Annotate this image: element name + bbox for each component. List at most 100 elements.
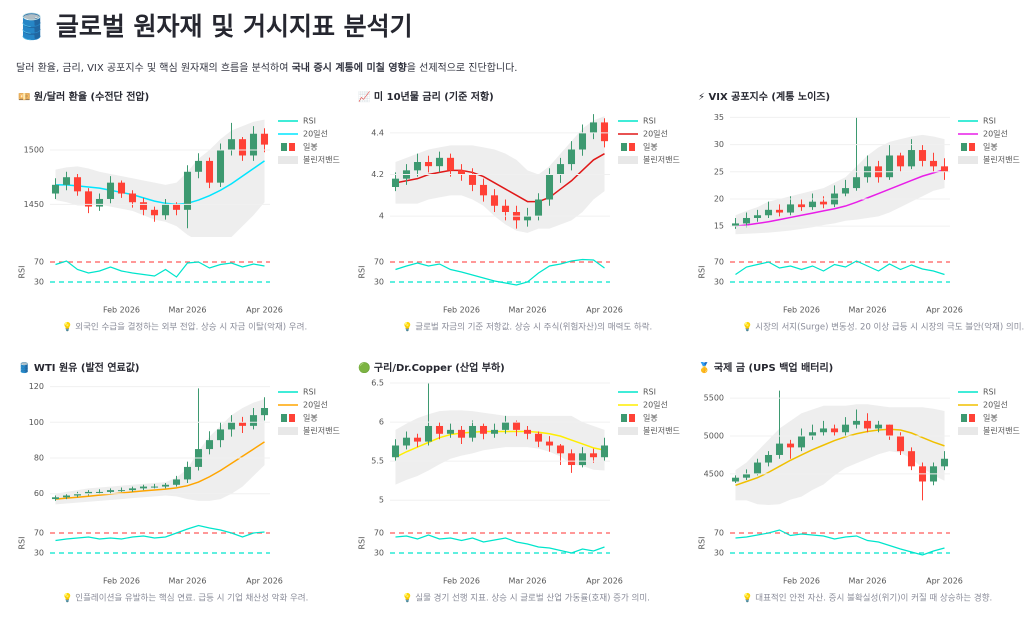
- candle-body: [929, 160, 938, 167]
- candle-body: [523, 429, 532, 434]
- candle-body: [446, 157, 455, 171]
- bollinger-band: [395, 410, 605, 485]
- candle-body: [95, 198, 104, 207]
- y-tick-label: 100: [29, 418, 44, 427]
- legend-swatch: [958, 427, 978, 435]
- candle-body: [172, 479, 181, 485]
- candle-body: [490, 195, 499, 206]
- legend-label: 20일선: [303, 130, 328, 139]
- rsi-axis-label: RSI: [18, 266, 27, 279]
- x-tick-label: Mar 2026: [849, 577, 887, 586]
- candle-body: [106, 182, 115, 199]
- candle-body: [479, 184, 488, 196]
- chart-title: 💴 원/달러 환율 (수전단 전압): [18, 90, 149, 103]
- candle-body: [457, 170, 466, 175]
- y-tick-label: 4: [379, 212, 384, 221]
- candle-body: [589, 453, 598, 458]
- legend-swatch: [961, 414, 967, 422]
- rsi-axis-label: RSI: [698, 537, 707, 550]
- legend-label: RSI: [983, 117, 996, 126]
- legend-swatch: [629, 414, 635, 422]
- y-tick-label: 60: [34, 489, 44, 498]
- candle-body: [742, 473, 751, 478]
- candle-body: [545, 174, 554, 200]
- chart-title: 📈 미 10년물 금리 (기준 저항): [358, 90, 494, 103]
- candle-body: [764, 454, 773, 463]
- plot: [51, 388, 269, 505]
- legend-label: 일봉: [983, 414, 998, 423]
- candle-body: [578, 453, 587, 466]
- candle-body: [885, 155, 894, 178]
- legend-label: 볼린저밴드: [983, 426, 1020, 436]
- candle-body: [424, 162, 433, 167]
- x-tick-label: Mar 2026: [169, 577, 207, 586]
- page-title: 🛢️ 글로벌 원자재 및 거시지표 분석기: [16, 12, 413, 41]
- subtitle-bold: 국내 증시 계통에 미칠 영향: [292, 61, 408, 74]
- y-tick-label: 15: [714, 222, 724, 231]
- legend-swatch: [629, 143, 635, 151]
- legend-label: 20일선: [643, 130, 668, 139]
- candle-body: [589, 122, 598, 133]
- candle-body: [227, 422, 236, 430]
- candle-body: [501, 422, 510, 430]
- plot: [391, 114, 609, 233]
- y-tick-label: 120: [29, 382, 44, 391]
- candle-body: [797, 204, 806, 208]
- rsi-axis-label: RSI: [698, 266, 707, 279]
- legend-label: 볼린저밴드: [643, 155, 680, 165]
- candle-body: [841, 188, 850, 194]
- candle-body: [183, 171, 192, 210]
- candle-body: [117, 182, 126, 194]
- candle-body: [128, 488, 137, 491]
- x-tick-label: Feb 2026: [103, 577, 140, 586]
- rsi-tick-label: 70: [714, 258, 724, 267]
- candle-body: [567, 149, 576, 165]
- bollinger-band: [55, 119, 265, 237]
- candle-body: [523, 216, 532, 221]
- y-tick-label: 80: [34, 454, 44, 463]
- candle-body: [940, 166, 949, 172]
- candle-body: [753, 215, 762, 218]
- x-tick-label: Feb 2026: [783, 306, 820, 315]
- candle-body: [764, 209, 773, 216]
- chart-note: 💡 외국인 수급을 결정하는 외부 전압. 상승 시 자금 이탈(악재) 우려.: [62, 322, 307, 333]
- chart-title: ⚡ VIX 공포지수 (계통 노이즈): [698, 90, 830, 103]
- candle-body: [238, 139, 247, 156]
- candle-body: [742, 217, 751, 224]
- candle-body: [139, 486, 148, 489]
- legend-label: RSI: [643, 388, 656, 397]
- chart-note: 💡 시장의 서지(Surge) 변동성. 20 이상 급등 시 시장의 극도 불…: [742, 322, 1024, 333]
- candle-body: [84, 491, 93, 494]
- rsi-line: [395, 534, 605, 554]
- subtitle-part: 달러 환율, 금리, VIX 공포지수 및 핵심 원자재의 흐름을 분석하여: [16, 61, 292, 74]
- candle-body: [512, 422, 521, 430]
- candle-body: [874, 424, 883, 429]
- candle-body: [830, 428, 839, 433]
- candle-body: [468, 425, 477, 438]
- legend-swatch: [289, 143, 295, 151]
- y-tick-label: 1500: [24, 146, 44, 155]
- legend-swatch: [961, 143, 967, 151]
- y-tick-label: 5: [379, 496, 384, 505]
- candle-body: [775, 209, 784, 213]
- candle-body: [150, 486, 159, 488]
- legend-label: RSI: [303, 388, 316, 397]
- x-tick-label: Mar 2026: [509, 577, 547, 586]
- y-tick-label: 5500: [704, 394, 724, 403]
- chart-title: 🟢 구리/Dr.Copper (산업 부하): [358, 361, 505, 374]
- candle-body: [62, 495, 71, 498]
- rsi-axis-label: RSI: [358, 266, 367, 279]
- rsi-tick-label: 70: [374, 529, 384, 538]
- legend-label: 20일선: [983, 401, 1008, 410]
- y-tick-label: 4500: [704, 469, 724, 478]
- x-tick-label: Mar 2026: [169, 306, 207, 315]
- plot: [51, 119, 269, 237]
- candle-body: [490, 429, 499, 434]
- ma-line: [55, 160, 265, 206]
- candle-body: [852, 177, 861, 189]
- legend-label: 일봉: [983, 143, 998, 152]
- candle-body: [128, 193, 137, 203]
- candle-body: [753, 462, 762, 474]
- candle-body: [161, 204, 170, 216]
